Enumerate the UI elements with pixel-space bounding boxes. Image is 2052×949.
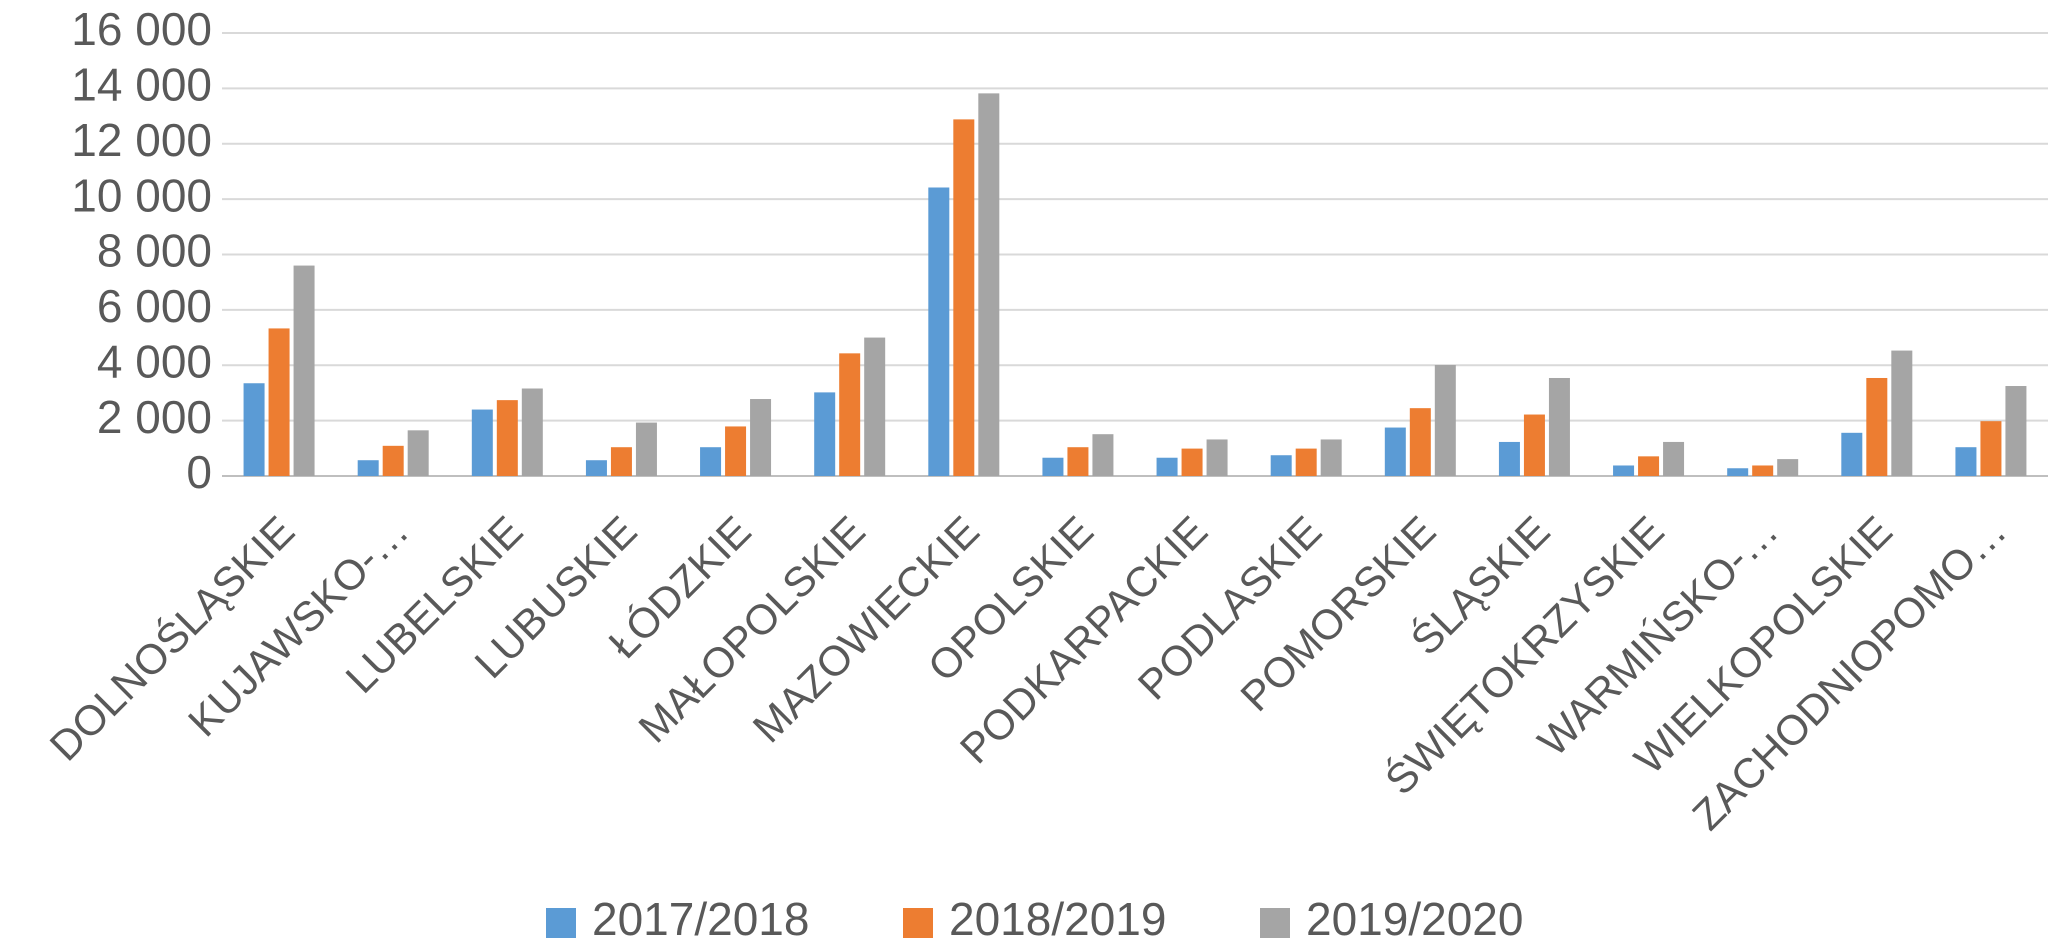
y-tick-label: 4 000 [97, 335, 212, 387]
legend-label: 2018/2019 [949, 893, 1166, 945]
bar [585, 460, 607, 476]
y-tick-label: 2 000 [97, 391, 212, 443]
bar [1156, 457, 1178, 476]
bar [1523, 414, 1545, 476]
bar [1891, 350, 1913, 476]
bar [1841, 432, 1863, 476]
bar [978, 93, 1000, 476]
legend-swatch [546, 908, 576, 938]
bar [382, 445, 404, 476]
bar [1270, 455, 1292, 476]
bar [1866, 377, 1888, 476]
bar [1638, 456, 1660, 476]
bar [496, 400, 518, 476]
bar [750, 399, 772, 476]
bar [2005, 386, 2027, 476]
bar [1548, 377, 1570, 476]
bar [953, 119, 975, 476]
y-tick-label: 6 000 [97, 280, 212, 332]
bar [814, 392, 836, 476]
bar [725, 426, 747, 476]
bar [1613, 465, 1635, 476]
y-tick-label: 16 000 [71, 3, 212, 55]
bar [1727, 468, 1749, 476]
y-tick-label: 0 [186, 446, 212, 498]
bar [1663, 441, 1685, 476]
bar [1092, 434, 1114, 476]
bar [1498, 441, 1520, 476]
bar [243, 383, 265, 476]
bar [471, 409, 493, 476]
legend-swatch [903, 908, 933, 938]
bar [1752, 465, 1774, 476]
legend-label: 2017/2018 [592, 893, 809, 945]
bar [610, 447, 632, 476]
bar [521, 388, 543, 476]
bar [1434, 364, 1456, 476]
y-tick-label: 10 000 [71, 169, 212, 221]
bar [1409, 408, 1431, 476]
bar [1777, 459, 1799, 476]
bar [1067, 447, 1089, 476]
y-tick-label: 14 000 [71, 59, 212, 111]
bar [1384, 427, 1406, 476]
legend-label: 2019/2020 [1306, 893, 1523, 945]
y-tick-label: 8 000 [97, 225, 212, 277]
bar [357, 460, 379, 476]
bar [1181, 448, 1203, 476]
bar [1042, 457, 1064, 476]
bar [268, 328, 290, 476]
bar [1320, 439, 1342, 476]
bar [1295, 448, 1317, 476]
bar [864, 337, 886, 476]
bar [839, 353, 861, 476]
bar [1980, 421, 2002, 476]
x-tick-label: POMORSKIE [1231, 507, 1444, 720]
legend-swatch [1260, 908, 1290, 938]
bar [293, 265, 315, 476]
y-tick-label: 12 000 [71, 114, 212, 166]
bar [700, 447, 722, 476]
bar [635, 422, 657, 476]
bar [1955, 447, 1977, 476]
bar [928, 187, 950, 476]
bar [1206, 439, 1228, 476]
bar [407, 430, 429, 476]
